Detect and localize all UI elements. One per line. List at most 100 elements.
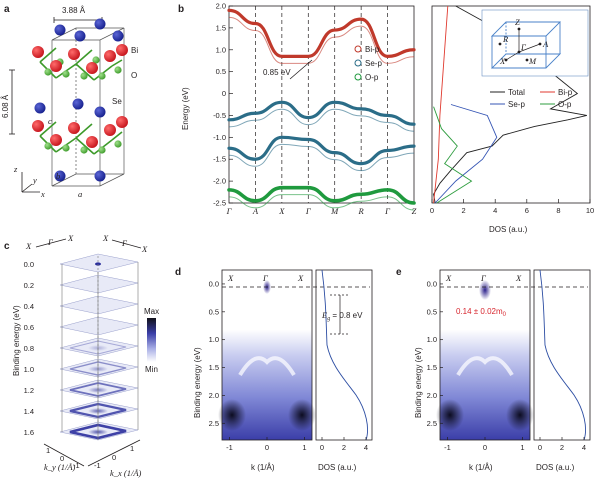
panel-a: a 3.88 Å 6.08 Å Bi O Se c b a z x [1, 4, 138, 199]
dos-tick-label: 4 [582, 443, 586, 452]
bi-atom [68, 48, 80, 60]
arpes-ytick-label: 0.0 [209, 279, 219, 288]
dos-plot-frame [431, 5, 591, 204]
e-sym-gamma: Γ [480, 273, 487, 283]
se-atom [54, 24, 66, 36]
dos-series-sep [434, 104, 498, 204]
legend-marker-se [354, 59, 362, 67]
o-atom [44, 142, 52, 150]
panel-b-label: b [178, 4, 184, 15]
bond [39, 121, 57, 137]
c-slice-contour [69, 382, 127, 397]
o-atom [114, 66, 122, 74]
panel-e: e Binding energy (eV) X Γ X 0.14 ± 0.02m… [396, 267, 591, 472]
bz-label-x: X [499, 56, 506, 66]
arpes-xtick-label: 1 [520, 443, 524, 452]
kpoint-label: X [278, 206, 285, 216]
se-atom [34, 102, 46, 114]
arpes-xtick-label: 0 [483, 443, 487, 452]
band-ytick-label: 2.0 [216, 2, 226, 11]
e-x-ticks: -1 0 1 [444, 437, 525, 452]
atom-label-o: O [131, 71, 137, 80]
arpes-ytick-label: 0.0 [427, 279, 437, 288]
c-ytick-label: 1.4 [24, 407, 34, 416]
kpoint-label: A [252, 206, 259, 216]
axis-z: z [13, 164, 18, 174]
bi-atom [86, 136, 98, 148]
band-ytick-label: -1.5 [213, 155, 226, 164]
c-bottom-axes: 1 0 -1 -1 0 1 k_y (1/Å) k_x (1/Å) [43, 439, 142, 478]
c-kpath-left-x2: X [67, 233, 74, 243]
arpes-ytick-label: 1.0 [209, 335, 219, 344]
o-atom [62, 144, 70, 152]
o-atom [98, 72, 106, 80]
band-series-1-sub [228, 108, 415, 132]
bond [111, 59, 123, 67]
c-xlabel-right: k_x (1/Å) [110, 468, 142, 478]
b-ylabel: Energy (eV) [181, 87, 190, 130]
bi-atom [104, 124, 116, 136]
bi-atom [116, 116, 128, 128]
band-ytick-label: -2.5 [213, 199, 226, 208]
se-atom [94, 106, 106, 118]
legend-o: O-p [365, 73, 379, 82]
kpoint-label: M [330, 206, 339, 216]
c-colorbar-min: Min [145, 365, 158, 374]
bz-label-z: Z [515, 17, 520, 27]
d-y-ticks: 0.0 0.5 1.0 1.5 2.0 2.5 [209, 279, 225, 428]
lattice-c-label: 6.08 Å [1, 94, 10, 118]
band-series-3-sub [228, 194, 415, 211]
c-kpath-right: X Γ X [102, 233, 148, 254]
arpes-xtick-label: -1 [444, 443, 451, 452]
bond [39, 47, 57, 63]
dos-legend-se: Se-p [508, 100, 525, 109]
dos-xtick-label: 6 [525, 206, 529, 215]
panel-d-label: d [175, 267, 181, 278]
dos-tick-label: 0 [538, 443, 542, 452]
crystal-structure [32, 18, 128, 182]
se-atom [94, 18, 106, 30]
e-ylabel: Binding energy (eV) [414, 347, 423, 418]
d-arpes-image [218, 270, 316, 440]
band-series-1 [227, 100, 416, 126]
d-sym-gamma: Γ [262, 273, 269, 283]
dos-series-op [433, 106, 473, 204]
legend-se: Se-p [365, 59, 382, 68]
se-atom [74, 30, 86, 42]
c-slice-contour [69, 423, 127, 440]
c-kpath-left-x1: X [25, 241, 32, 251]
o-atom [114, 140, 122, 148]
o-atom [62, 70, 70, 78]
dos-tick-label: 0 [320, 443, 324, 452]
e-mass-label: 0.14 ± 0.02m0 [456, 307, 507, 318]
axis-label-c: c [48, 116, 52, 126]
c-slice [59, 295, 139, 315]
bond [75, 49, 93, 65]
e-dark-spot-right [506, 399, 534, 431]
e-dos-curve [539, 269, 586, 441]
e-band-hole [456, 356, 514, 377]
se-atom [72, 98, 84, 110]
lattice-a-label: 3.88 Å [62, 6, 86, 15]
c-xtick-right-2: 1 [130, 444, 134, 453]
band-series-2-sub [228, 143, 415, 172]
d-dark-spot-right [288, 399, 316, 431]
c-ytick-label: 0.0 [24, 260, 34, 269]
legend-marker-o [354, 73, 362, 81]
dos-xtick-label: 4 [493, 206, 497, 215]
band-series-0 [227, 8, 416, 58]
c-ytick-label: 0.8 [24, 344, 34, 353]
e-arpes-image [436, 270, 534, 440]
panel-c-label: c [4, 241, 10, 252]
band-series-2 [227, 135, 416, 166]
band-ytick-label: -1.0 [213, 133, 226, 142]
d-gap-annotation: Eg = 0.8 eV [321, 294, 363, 335]
dos-legend: Total Bi-p Se-p O-p [490, 88, 573, 109]
c-kpath-left: X Γ X [25, 233, 74, 251]
arpes-ytick-label: 2.0 [209, 391, 219, 400]
c-ylabel: Binding energy (eV) [12, 305, 21, 376]
band-ytick-label: 1.5 [216, 23, 226, 32]
c-xtick-right-1: 0 [112, 453, 116, 462]
bond [75, 137, 95, 155]
